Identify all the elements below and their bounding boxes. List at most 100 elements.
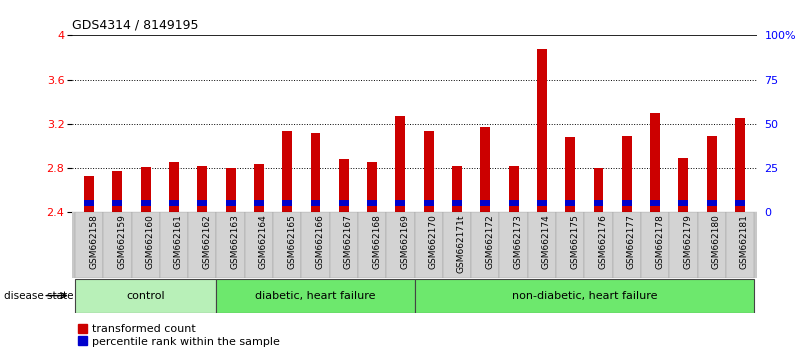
FancyBboxPatch shape [698,212,726,278]
FancyBboxPatch shape [216,279,415,313]
Text: GSM662174: GSM662174 [541,215,551,269]
Bar [481,127,490,212]
Bar [112,171,123,212]
Text: GSM662160: GSM662160 [146,215,155,269]
FancyBboxPatch shape [669,212,698,278]
Bar [226,200,235,206]
Text: GSM662180: GSM662180 [711,215,721,269]
Bar [509,166,518,212]
Bar [650,113,660,212]
FancyBboxPatch shape [584,212,613,278]
Text: GSM662178: GSM662178 [655,215,664,269]
Text: GSM662167: GSM662167 [344,215,352,269]
Text: non-diabetic, heart failure: non-diabetic, heart failure [512,291,657,301]
Bar [367,200,377,206]
Text: GSM662166: GSM662166 [316,215,324,269]
Bar [339,200,348,206]
FancyBboxPatch shape [443,212,471,278]
FancyBboxPatch shape [726,212,754,278]
FancyBboxPatch shape [75,212,103,278]
Bar [282,131,292,212]
Bar [424,200,433,206]
Text: GSM662163: GSM662163 [231,215,239,269]
Bar [367,161,377,212]
Text: GDS4314 / 8149195: GDS4314 / 8149195 [72,18,199,32]
Text: GSM662164: GSM662164 [259,215,268,269]
Bar [141,200,151,206]
Bar [481,200,490,206]
Bar [678,158,688,212]
Bar [706,136,717,212]
Bar [339,159,348,212]
Text: GSM662171t: GSM662171t [457,215,466,273]
Text: GSM662173: GSM662173 [513,215,522,269]
FancyBboxPatch shape [245,212,273,278]
Text: GSM662170: GSM662170 [429,215,437,269]
FancyBboxPatch shape [641,212,669,278]
Text: GSM662162: GSM662162 [203,215,211,269]
FancyBboxPatch shape [471,212,499,278]
FancyBboxPatch shape [330,212,358,278]
Bar [594,200,603,206]
Bar [650,200,660,206]
Text: GSM662179: GSM662179 [683,215,692,269]
Bar [594,168,603,212]
Bar [537,200,547,206]
Bar [197,200,207,206]
Text: GSM662161: GSM662161 [174,215,183,269]
Bar [509,200,518,206]
Bar [424,131,433,212]
FancyBboxPatch shape [613,212,641,278]
Bar [84,200,94,206]
Bar [706,200,717,206]
Text: GSM662172: GSM662172 [485,215,494,269]
FancyBboxPatch shape [528,212,556,278]
FancyBboxPatch shape [499,212,528,278]
Bar [311,200,320,206]
FancyBboxPatch shape [75,279,216,313]
Bar [141,167,151,212]
Text: control: control [127,291,165,301]
Bar [112,200,123,206]
Text: GSM662181: GSM662181 [740,215,749,269]
Bar [197,166,207,212]
Text: GSM662169: GSM662169 [400,215,409,269]
Bar [396,116,405,212]
Text: GSM662159: GSM662159 [118,215,127,269]
Bar [566,137,575,212]
Bar [254,200,264,206]
Bar [537,49,547,212]
Bar [311,133,320,212]
Bar [622,200,632,206]
Text: GSM662165: GSM662165 [288,215,296,269]
Text: GSM662158: GSM662158 [89,215,98,269]
Legend: transformed count, percentile rank within the sample: transformed count, percentile rank withi… [78,324,280,347]
FancyBboxPatch shape [386,212,415,278]
Bar [452,200,462,206]
FancyBboxPatch shape [415,279,754,313]
FancyBboxPatch shape [131,212,160,278]
Bar [678,200,688,206]
Bar [452,166,462,212]
Bar [735,118,745,212]
Bar [396,200,405,206]
Text: GSM662177: GSM662177 [626,215,636,269]
FancyBboxPatch shape [301,212,330,278]
Bar [282,200,292,206]
FancyBboxPatch shape [103,212,131,278]
Text: diabetic, heart failure: diabetic, heart failure [256,291,376,301]
FancyBboxPatch shape [358,212,386,278]
Text: GSM662176: GSM662176 [598,215,607,269]
Bar [84,176,94,212]
FancyBboxPatch shape [556,212,584,278]
FancyBboxPatch shape [188,212,216,278]
Bar [566,200,575,206]
Text: GSM662168: GSM662168 [372,215,381,269]
Bar [226,168,235,212]
Text: GSM662175: GSM662175 [570,215,579,269]
Bar [254,164,264,212]
Bar [735,200,745,206]
FancyBboxPatch shape [415,212,443,278]
Bar [169,200,179,206]
Bar [622,136,632,212]
